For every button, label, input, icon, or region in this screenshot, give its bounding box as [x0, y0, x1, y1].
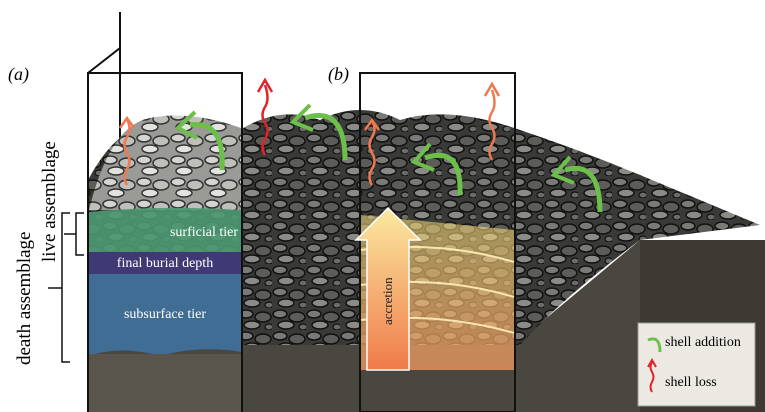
legend-label: shell addition [665, 335, 741, 350]
panel-label: (b) [328, 64, 349, 85]
layer-label: final burial depth [117, 256, 213, 271]
arrow-label: accretion [380, 277, 395, 325]
diagram: surficial tier final burial depth subsur… [0, 0, 765, 412]
axis-label: live assemblage [39, 141, 60, 262]
live-shells [89, 116, 241, 210]
layer-label: subsurface tier [124, 307, 206, 322]
legend-label: shell loss [665, 375, 717, 390]
bracket [64, 213, 84, 255]
layer-label: surficial tier [170, 225, 238, 240]
panel-label: (a) [8, 64, 29, 85]
axis-label: death assemblage [14, 232, 35, 365]
base [89, 354, 241, 412]
